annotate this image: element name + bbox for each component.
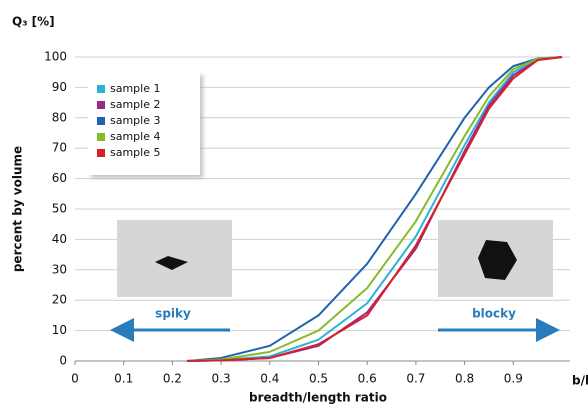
x-tick-label: 0.1 bbox=[114, 372, 133, 386]
lines bbox=[186, 56, 563, 362]
legend-swatch bbox=[97, 101, 105, 109]
y-tick-label: 10 bbox=[52, 323, 67, 337]
series-line bbox=[186, 56, 563, 362]
chart-title: Q₃ [%] bbox=[12, 15, 55, 29]
x-axis-label: breadth/length ratio bbox=[249, 391, 387, 405]
series-line bbox=[186, 56, 563, 362]
annotation: blocky bbox=[472, 307, 516, 321]
x-unit: b/l bbox=[572, 374, 588, 388]
legend-swatch bbox=[97, 117, 105, 125]
x-tick-label: 0.2 bbox=[163, 372, 182, 386]
legend: sample 1 sample 2 sample 3 sample 4 sample 5 bbox=[97, 82, 161, 159]
legend-label: sample 3 bbox=[110, 114, 161, 127]
series-line bbox=[186, 56, 563, 362]
y-tick-label: 80 bbox=[52, 110, 67, 124]
legend-swatch bbox=[97, 133, 105, 141]
y-tick-label: 20 bbox=[52, 293, 67, 307]
y-tick-label: 90 bbox=[52, 80, 67, 94]
series-line bbox=[186, 56, 563, 362]
x-tick-label: 0.3 bbox=[212, 372, 231, 386]
y-tick-label: 100 bbox=[44, 50, 67, 64]
legend-swatch bbox=[97, 85, 105, 93]
y-tick-label: 30 bbox=[52, 262, 67, 276]
image-spiky bbox=[117, 220, 232, 297]
y-tick-label: 70 bbox=[52, 141, 67, 155]
legend-label: sample 2 bbox=[110, 98, 161, 111]
y-tick-label: 0 bbox=[59, 354, 67, 368]
legend-swatch bbox=[97, 149, 105, 157]
x-tick-label: 0.5 bbox=[309, 372, 328, 386]
y-axis-label: percent by volume bbox=[11, 146, 25, 272]
legend-label: sample 5 bbox=[110, 146, 161, 159]
legend-label: sample 1 bbox=[110, 82, 161, 95]
annotation: spiky bbox=[155, 307, 191, 321]
x-tick-label: 0.8 bbox=[455, 372, 474, 386]
y-tick-label: 50 bbox=[52, 202, 67, 216]
legend-label: sample 4 bbox=[110, 130, 161, 143]
x-tick-label: 0.9 bbox=[504, 372, 523, 386]
x-tick-label: 0 bbox=[71, 372, 79, 386]
image-blocky bbox=[438, 220, 553, 297]
y-tick-label: 60 bbox=[52, 171, 67, 185]
y-tick-label: 40 bbox=[52, 232, 67, 246]
x-tick-label: 0.4 bbox=[260, 372, 279, 386]
x-tick-label: 0.7 bbox=[406, 372, 425, 386]
x-tick-label: 0.6 bbox=[358, 372, 377, 386]
legend-box bbox=[88, 72, 200, 175]
